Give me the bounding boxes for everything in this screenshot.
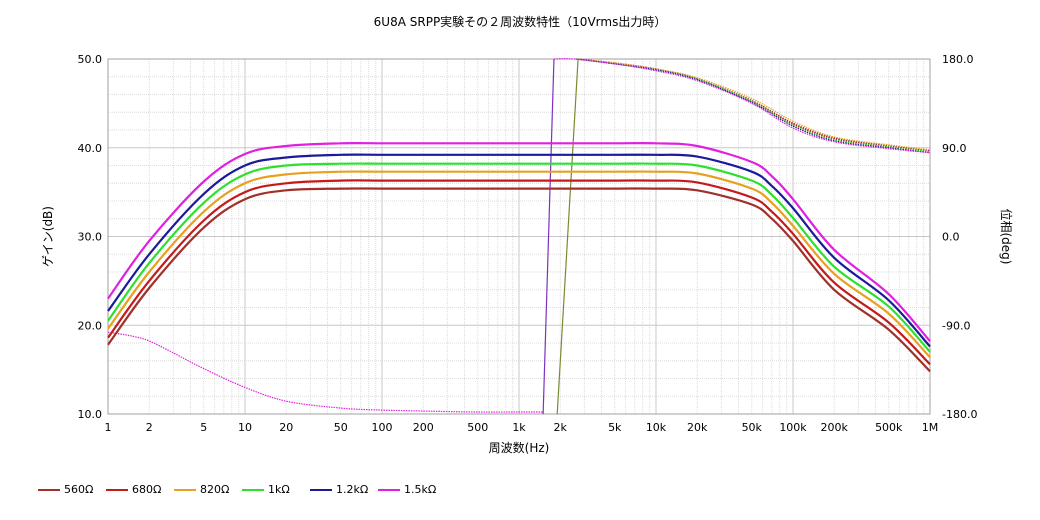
gain-series-line <box>107 142 931 342</box>
x-tick-label: 500 <box>467 421 488 434</box>
x-tick-label: 50k <box>742 421 763 434</box>
phase-jump-line <box>556 58 579 415</box>
phase-series-line <box>575 58 931 151</box>
y-tick-label-right: 90.0 <box>942 142 967 155</box>
y-tick-label-right: 180.0 <box>942 53 974 66</box>
x-tick-label: 1k <box>512 421 526 434</box>
x-tick-label: 10k <box>646 421 667 434</box>
legend-swatch <box>106 488 128 491</box>
x-tick-label: 20 <box>279 421 293 434</box>
legend-swatch <box>310 488 332 491</box>
y-tick-label-right: -180.0 <box>942 408 977 421</box>
x-tick-label: 1 <box>105 421 112 434</box>
phase-series-line <box>575 58 931 153</box>
x-tick-label: 1M <box>922 421 939 434</box>
x-tick-label: 50 <box>334 421 348 434</box>
y-tick-label-left: 20.0 <box>78 319 103 332</box>
legend: 560Ω 680Ω 820Ω 1kΩ 1.2kΩ 1.5kΩ <box>38 483 446 496</box>
phase-series-line <box>578 58 931 152</box>
phase-series-line <box>553 58 931 154</box>
x-axis-label: 周波数(Hz) <box>489 440 550 455</box>
y-tick-label-left: 10.0 <box>78 408 103 421</box>
x-tick-label: 2 <box>146 421 153 434</box>
plot-border <box>107 58 931 415</box>
legend-item: 680Ω <box>106 483 174 496</box>
legend-label: 1.5kΩ <box>404 483 437 496</box>
legend-item: 820Ω <box>174 483 242 496</box>
x-tick-label: 100k <box>779 421 807 434</box>
gain-series-line <box>107 162 931 353</box>
legend-item: 1.2kΩ <box>310 483 378 496</box>
chart-title: 6U8A SRPP実験その２周波数特性（10Vrms出力時） <box>373 15 667 29</box>
y-axis-label-right: 位相(deg) <box>999 209 1014 265</box>
y-tick-label-right: -90.0 <box>942 319 970 332</box>
phase-series-line <box>107 331 544 413</box>
x-tick-label: 10 <box>238 421 252 434</box>
y-tick-label-right: 0.0 <box>942 231 960 244</box>
x-tick-label: 100 <box>372 421 393 434</box>
y-axis-label-left: ゲイン(dB) <box>41 206 55 267</box>
legend-swatch <box>378 488 400 491</box>
legend-swatch <box>38 488 60 491</box>
x-tick-label: 5 <box>200 421 207 434</box>
phase-jump-line <box>542 58 555 415</box>
x-tick-label: 5k <box>608 421 622 434</box>
y-tick-label-left: 50.0 <box>78 53 103 66</box>
legend-swatch <box>174 488 196 491</box>
legend-label: 560Ω <box>64 483 94 496</box>
x-tick-label: 200 <box>413 421 434 434</box>
gain-series-line <box>107 179 931 366</box>
legend-item: 1kΩ <box>242 483 310 496</box>
legend-swatch <box>242 488 264 491</box>
phase-series-line <box>575 58 931 154</box>
legend-item: 560Ω <box>38 483 106 496</box>
x-tick-label: 2k <box>554 421 568 434</box>
gain-series-line <box>107 153 931 348</box>
gain-series-line <box>107 187 931 373</box>
phase-series-line <box>578 58 931 153</box>
legend-label: 1.2kΩ <box>336 483 369 496</box>
y-tick-label-left: 40.0 <box>78 142 103 155</box>
legend-label: 820Ω <box>200 483 230 496</box>
x-tick-label: 500k <box>875 421 903 434</box>
x-tick-label: 200k <box>821 421 849 434</box>
x-tick-label: 20k <box>687 421 708 434</box>
legend-item: 1.5kΩ <box>378 483 446 496</box>
gain-series-line <box>107 170 931 358</box>
legend-label: 680Ω <box>132 483 162 496</box>
y-tick-label-left: 30.0 <box>78 231 103 244</box>
legend-label: 1kΩ <box>268 483 290 496</box>
